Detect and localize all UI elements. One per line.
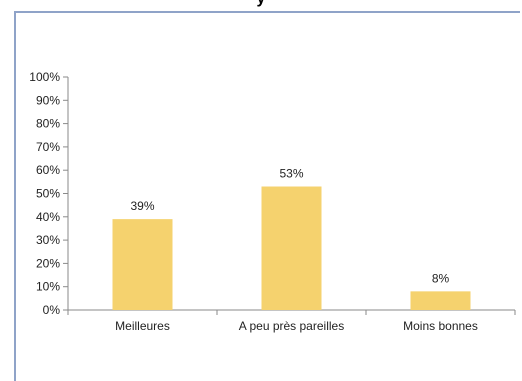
chart-title-fragment: y (0, 0, 522, 7)
bar (112, 219, 173, 310)
y-tick-label: 50% (36, 187, 60, 201)
bar (410, 291, 471, 310)
y-tick-label: 70% (36, 140, 60, 154)
bar-value-label: 53% (279, 167, 303, 181)
y-tick-label: 90% (36, 93, 60, 107)
panel-border-top (14, 11, 520, 13)
y-tick-label: 100% (29, 70, 60, 84)
y-tick-label: 30% (36, 233, 60, 247)
y-ticks: 0% 10% 20% 30% 40% 50% 60% 70% 80% 90% 100% (29, 70, 68, 317)
bar-value-label: 39% (130, 199, 154, 213)
bar-value-label: 8% (432, 271, 450, 285)
y-tick-label: 60% (36, 163, 60, 177)
panel-border-left (14, 11, 16, 381)
x-tick-label: Meilleures (115, 319, 170, 333)
x-tick-label: A peu près pareilles (239, 319, 344, 333)
x-ticks: Meilleures A peu près pareilles Moins bonn… (67, 310, 516, 333)
bars: 39% 53% 8% (112, 167, 471, 310)
y-tick-label: 80% (36, 117, 60, 131)
y-tick-label: 20% (36, 256, 60, 270)
y-tick-label: 10% (36, 280, 60, 294)
bar (261, 186, 322, 310)
y-tick-label: 40% (36, 210, 60, 224)
y-tick-label: 0% (43, 303, 61, 317)
x-tick-label: Moins bonnes (403, 319, 478, 333)
